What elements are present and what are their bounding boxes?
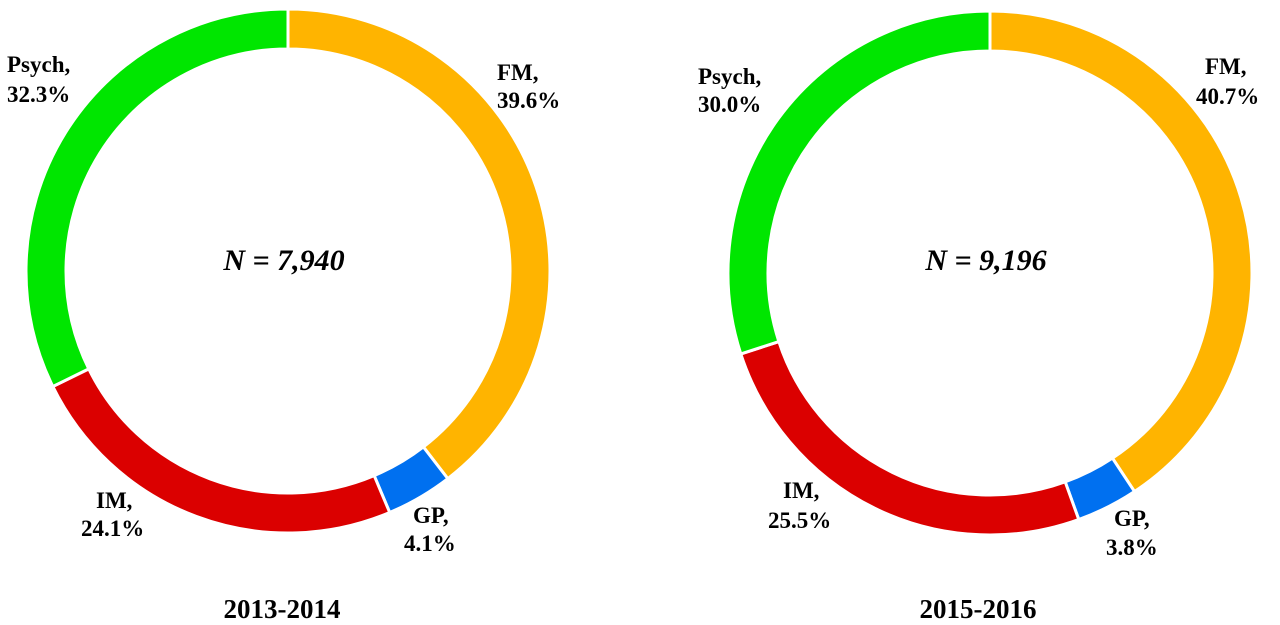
slice-label-value: 32.3% bbox=[7, 82, 70, 107]
center-total-label: N = 9,196 bbox=[924, 244, 1046, 277]
slice-psych bbox=[726, 9, 992, 356]
slice-label-value: 24.1% bbox=[81, 516, 144, 541]
donut-ring bbox=[726, 9, 1254, 537]
slice-im bbox=[738, 339, 1081, 537]
slice-label-name: FM, bbox=[1205, 54, 1247, 79]
slice-label-name: Psych, bbox=[698, 64, 761, 89]
slice-label-value: 3.8% bbox=[1106, 535, 1158, 560]
slice-label-name: GP, bbox=[413, 503, 449, 528]
slice-label-value: 25.5% bbox=[768, 508, 831, 533]
slice-label-value: 39.6% bbox=[497, 88, 560, 113]
slice-label-value: 30.0% bbox=[698, 92, 761, 117]
slice-label-value: 4.1% bbox=[404, 531, 456, 556]
slice-label-name: FM, bbox=[497, 60, 539, 85]
slice-label-name: IM, bbox=[96, 488, 132, 513]
slice-label-name: GP, bbox=[1114, 506, 1150, 531]
donut-ring bbox=[24, 7, 552, 535]
slice-label-name: IM, bbox=[783, 478, 819, 503]
donut-chart-2013-2014: N = 7,940 2013-2014 FM, 39.6% GP, 4.1% I… bbox=[7, 7, 560, 624]
slice-psych bbox=[24, 7, 290, 389]
center-total-label: N = 7,940 bbox=[222, 244, 344, 277]
slice-label-name: Psych, bbox=[7, 52, 70, 77]
donut-chart-2015-2016: N = 9,196 2015-2016 FM, 40.7% GP, 3.8% I… bbox=[698, 9, 1259, 624]
chart-title: 2013-2014 bbox=[224, 594, 341, 624]
chart-title: 2015-2016 bbox=[920, 594, 1037, 624]
slice-label-value: 40.7% bbox=[1196, 84, 1259, 109]
